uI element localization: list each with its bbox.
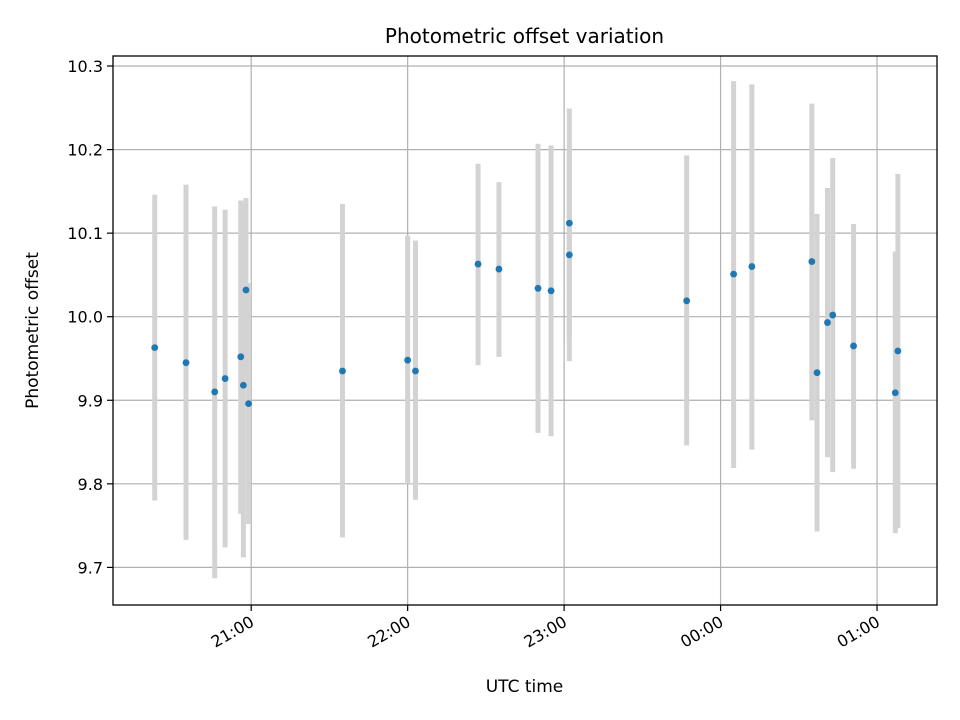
data-point [211,388,219,396]
tick-layer: 9.7 9.8 9.9 10.0 10.1 10.2 10.3 21:00 22:00 23:00… [67,57,883,651]
data-point [242,286,250,294]
y-tick-label: 10.3 [67,57,103,76]
data-point [534,284,542,292]
x-tick-label: 00:00 [677,612,726,652]
x-tick-label: 22:00 [364,612,413,652]
chart-title: Photometric offset variation [385,24,664,48]
data-point [474,260,482,268]
point-layer [151,219,902,408]
data-point [891,389,899,397]
data-point [495,265,503,273]
data-point [221,375,229,382]
y-tick-label: 9.7 [78,558,103,577]
data-point [239,381,247,389]
data-point [824,319,831,326]
data-point [339,367,346,375]
data-point [894,347,902,355]
data-point [565,251,573,259]
y-tick-label: 10.0 [67,308,103,327]
data-point [730,270,738,278]
y-tick-label: 9.8 [78,475,103,494]
data-point [404,356,412,364]
data-point [565,219,573,227]
data-point [829,311,837,319]
data-point [683,297,691,305]
data-point [813,369,821,377]
data-point [808,258,816,265]
data-point [245,400,252,408]
x-tick-label: 01:00 [834,612,883,652]
y-tick-label: 9.9 [78,391,103,410]
data-point [182,359,190,367]
y-tick-label: 10.1 [67,224,103,243]
errorbar-layer [152,81,901,579]
data-point [748,263,756,270]
y-axis-label: Photometric offset [23,252,43,409]
x-tick-label: 21:00 [208,612,257,652]
data-point [237,353,245,361]
x-tick-label: 23:00 [521,612,570,652]
x-axis-label: UTC time [486,677,564,697]
data-point [412,367,419,375]
data-point [850,342,857,350]
y-tick-label: 10.2 [67,141,103,160]
data-point [547,287,555,295]
data-point [151,344,159,352]
plot-frame [112,55,938,606]
